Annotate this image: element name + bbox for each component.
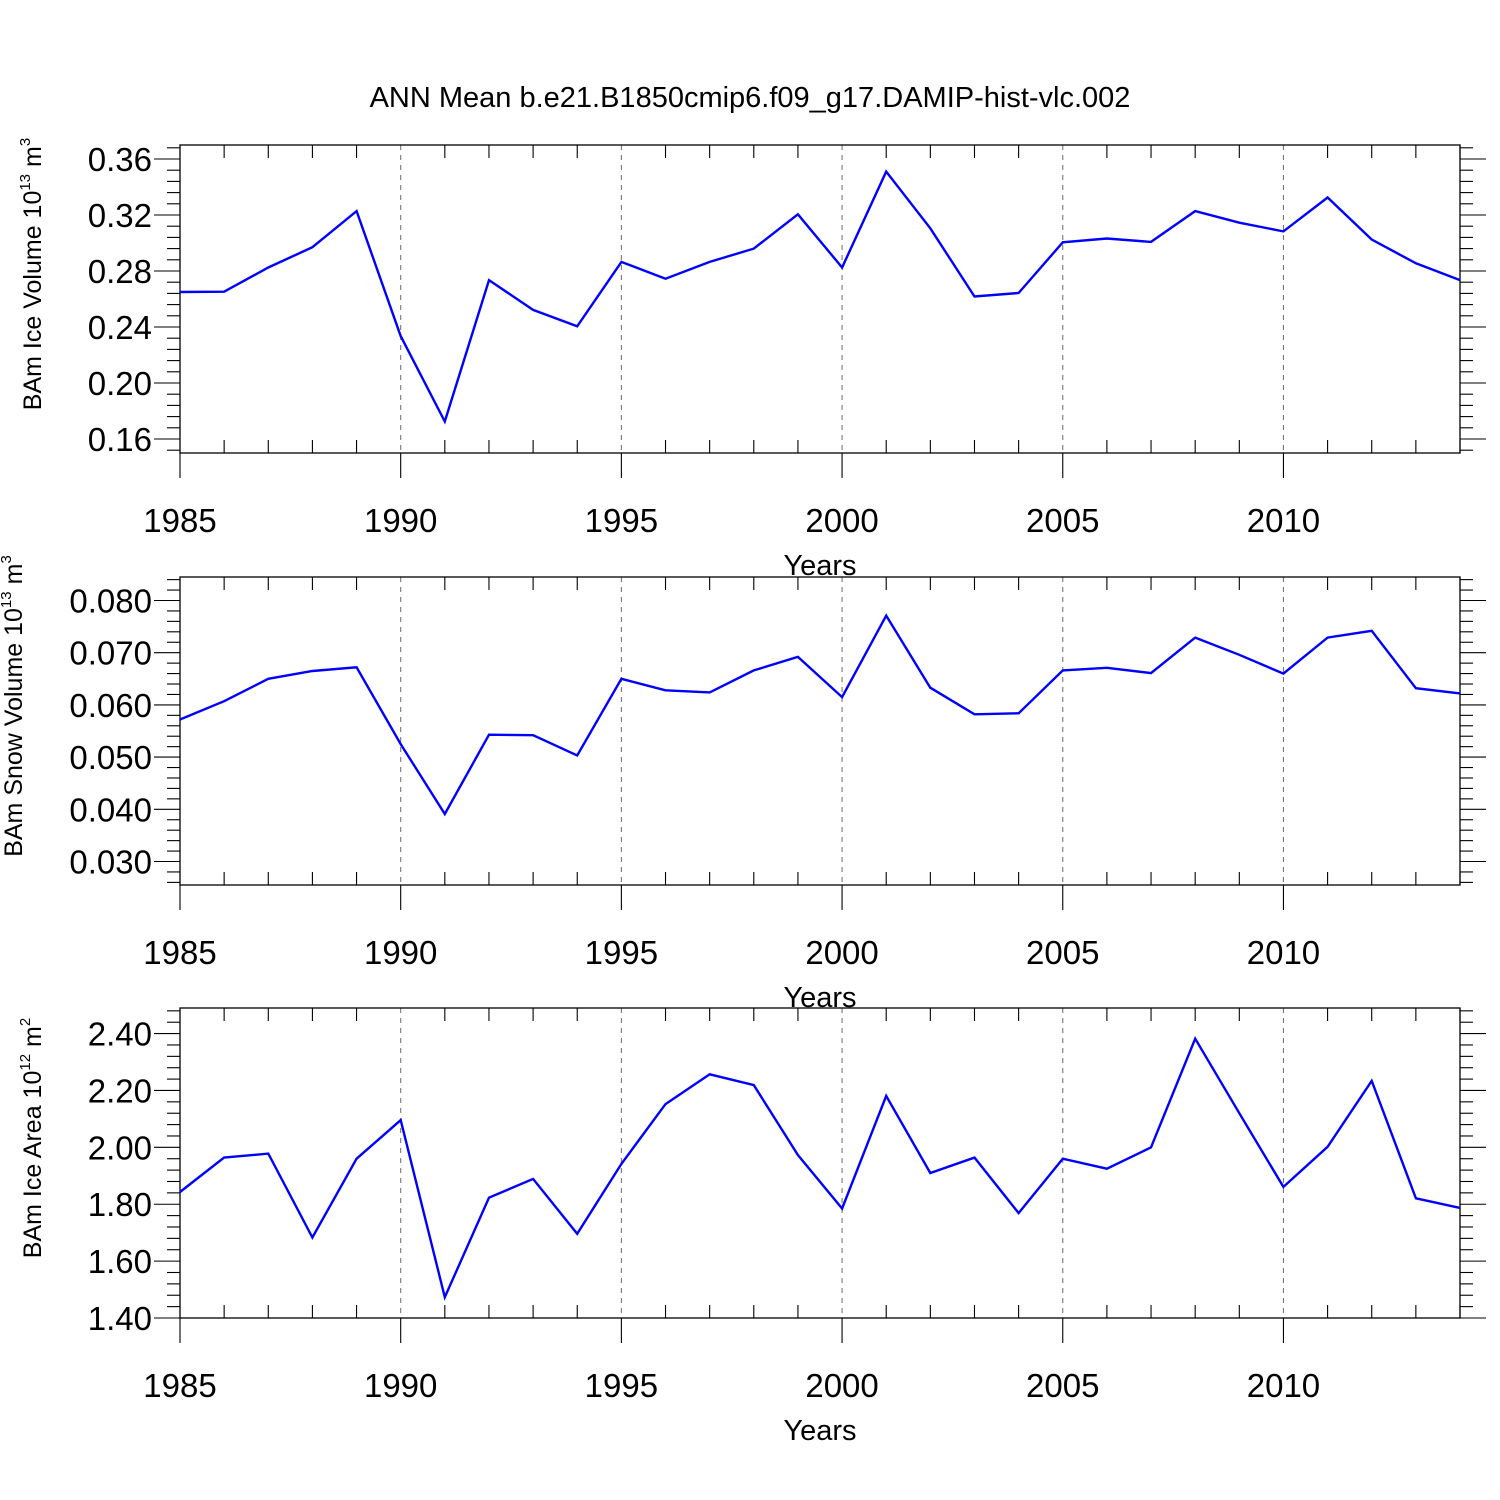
plot-frame <box>179 576 1461 886</box>
x-tick-label: 2000 <box>805 502 878 539</box>
x-tick-label: 2005 <box>1026 1367 1099 1404</box>
y-tick-label: 0.050 <box>69 739 152 776</box>
x-axis-label: Years <box>783 1415 856 1447</box>
y-tick-label: 2.00 <box>88 1129 152 1166</box>
y-tick-label: 0.32 <box>88 197 152 234</box>
y-tick-label: 2.20 <box>88 1072 152 1109</box>
y-tick-label: 0.20 <box>88 365 152 402</box>
y-tick-label: 0.040 <box>69 791 152 828</box>
x-tick-label: 1985 <box>143 502 216 539</box>
y-label-text: BAm Ice Area 10 <box>19 1071 47 1259</box>
y-tick-label: 1.80 <box>88 1186 152 1223</box>
x-tick-label: 1995 <box>585 502 658 539</box>
y-label-unit: m <box>0 564 28 585</box>
y-label-unit: m <box>19 146 47 167</box>
x-tick-label: 2010 <box>1247 502 1320 539</box>
x-tick-label: 2005 <box>1026 934 1099 971</box>
series-line <box>179 613 1461 817</box>
series-line <box>179 1036 1461 1301</box>
x-axis-label: Years <box>783 982 856 1014</box>
plot-frame <box>179 144 1461 454</box>
x-tick-label: 2010 <box>1247 934 1320 971</box>
y-label-unit-exponent: 2 <box>17 1018 34 1026</box>
y-label-exponent: 13 <box>0 591 15 608</box>
y-tick-label: 0.080 <box>69 582 152 619</box>
y-tick-label: 0.28 <box>88 253 152 290</box>
y-axis-label: BAm Ice Volume 1013 m3 <box>17 138 47 410</box>
y-axis-label: BAm Ice Area 1012 m2 <box>17 1018 47 1258</box>
x-tick-label: 1995 <box>585 1367 658 1404</box>
y-label-text: BAm Ice Volume 10 <box>19 191 47 411</box>
x-tick-label: 1985 <box>143 1367 216 1404</box>
y-axis-label: BAm Snow Volume 1013 m3 <box>0 555 28 857</box>
y-tick-label: 0.030 <box>69 844 152 881</box>
x-tick-label: 1990 <box>364 502 437 539</box>
x-tick-label: 2010 <box>1247 1367 1320 1404</box>
y-tick-label: 0.060 <box>69 687 152 724</box>
x-tick-label: 2005 <box>1026 502 1099 539</box>
y-tick-label: 0.070 <box>69 635 152 672</box>
y-tick-label: 1.40 <box>88 1300 152 1337</box>
y-tick-label: 0.36 <box>88 141 152 178</box>
series-line <box>179 169 1461 425</box>
panels: 0.16 0.20 0.24 0.28 0.32 0.36 1985 1990 1995 2000… <box>0 138 1486 1447</box>
plot-frame <box>179 1007 1461 1319</box>
y-tick-label: 0.16 <box>88 421 152 458</box>
y-label-unit: m <box>19 1026 47 1047</box>
y-label-exponent: 12 <box>17 1054 34 1071</box>
y-tick-label: 0.24 <box>88 309 152 346</box>
x-tick-label: 2000 <box>805 1367 878 1404</box>
y-label-text: BAm Snow Volume 10 <box>0 608 28 857</box>
x-tick-label: 1990 <box>364 934 437 971</box>
x-tick-label: 1990 <box>364 1367 437 1404</box>
panel-2: 0.030 0.040 0.050 0.060 0.070 0.080 1985 1990 19… <box>0 555 1486 1014</box>
panel-3: 1.40 1.60 1.80 2.00 2.20 2.40 1985 1990 1995 2000… <box>17 1007 1486 1447</box>
x-tick-label: 2000 <box>805 934 878 971</box>
x-tick-label: 1995 <box>585 934 658 971</box>
y-label-unit-exponent: 3 <box>17 138 34 146</box>
y-label-exponent: 13 <box>17 174 34 191</box>
y-label-unit-exponent: 3 <box>0 555 15 563</box>
figure-title: ANN Mean b.e21.B1850cmip6.f09_g17.DAMIP-… <box>370 82 1131 114</box>
panel-1: 0.16 0.20 0.24 0.28 0.32 0.36 1985 1990 1995 2000… <box>17 138 1486 582</box>
y-tick-label: 2.40 <box>88 1016 152 1053</box>
x-tick-label: 1985 <box>143 934 216 971</box>
y-tick-label: 1.60 <box>88 1243 152 1280</box>
